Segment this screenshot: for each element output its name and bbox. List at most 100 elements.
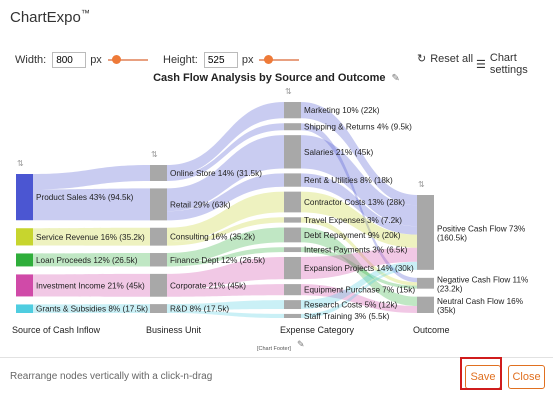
node-te[interactable] [284, 217, 301, 223]
link-mk-pos [301, 102, 417, 206]
node-label-ep: Expansion Projects 14% (30k) [304, 264, 414, 273]
node-ip[interactable] [284, 247, 301, 253]
link-os-mk [167, 102, 284, 177]
node-label-dr: Debt Repayment 9% (20k) [304, 231, 401, 240]
footer-divider [0, 357, 553, 358]
height-control: Height: px [163, 52, 300, 68]
link-ps-os [33, 165, 150, 190]
node-eq[interactable] [284, 284, 301, 296]
height-label: Height: [163, 54, 198, 66]
chart-settings-button[interactable]: ☰ Chart settings [476, 52, 553, 76]
settings-sliders-icon: ☰ [476, 58, 486, 71]
link-fd-ip [167, 247, 284, 267]
height-unit: px [241, 54, 254, 66]
node-cs[interactable] [150, 227, 167, 246]
width-label: Width: [15, 54, 47, 66]
height-input[interactable] [203, 52, 238, 68]
node-label-neu: Neutral Cash Flow 16% (35k) [437, 297, 523, 315]
node-label-sa: Salaries 21% (45k) [304, 148, 373, 157]
width-input[interactable] [52, 52, 87, 68]
node-label-sh: Shipping & Returns 4% (9.5k) [304, 123, 412, 132]
link-ep-pos [301, 247, 417, 280]
link-st-pos [301, 267, 417, 318]
height-slider[interactable] [259, 55, 300, 65]
close-button[interactable]: Close [508, 365, 545, 389]
node-lp[interactable] [16, 253, 33, 267]
node-label-ip: Interest Payments 3% (6.5k) [304, 246, 408, 255]
node-st[interactable] [284, 313, 301, 318]
node-ps[interactable] [16, 174, 33, 221]
link-lp-fd [33, 253, 150, 267]
link-rd-st [167, 310, 284, 318]
width-slider[interactable] [107, 55, 148, 65]
node-label-st: Staff Training 3% (5.5k) [304, 312, 390, 321]
node-rt[interactable] [150, 188, 167, 221]
link-sr-cs [33, 227, 150, 246]
link-cs-cc [167, 191, 284, 242]
link-eq-neu [301, 284, 417, 313]
link-cp-eq [167, 284, 284, 297]
link-rd-rc [167, 300, 284, 311]
link-rt-ru [167, 173, 284, 221]
node-label-sr: Service Revenue 16% (35.2k) [36, 233, 145, 242]
column-label-3: Outcome [413, 325, 450, 335]
chart-settings-label: Chart settings [489, 52, 528, 76]
column-reorder-icon[interactable]: ⇅ [17, 159, 24, 168]
node-label-mk: Marketing 10% (22k) [304, 106, 380, 115]
node-dr[interactable] [284, 227, 301, 243]
app-title-text: ChartExpo [10, 9, 81, 26]
node-sr[interactable] [16, 228, 33, 246]
save-button[interactable]: Save [465, 365, 501, 389]
footer-edit-pencil-icon[interactable]: ✎ [297, 339, 305, 349]
trademark-mark: ™ [80, 8, 90, 18]
node-fd[interactable] [150, 253, 167, 267]
node-sa[interactable] [284, 135, 301, 169]
node-label-te: Travel Expenses 3% (7.2k) [304, 216, 402, 225]
chart-title: Cash Flow Analysis by Source and Outcome… [0, 72, 553, 84]
node-label-eq: Equipment Purchase 7% (15k) [304, 286, 415, 295]
height-slider-track [259, 59, 300, 61]
node-rd[interactable] [150, 304, 167, 313]
link-os-sh [167, 123, 284, 181]
column-label-1: Business Unit [146, 325, 202, 335]
node-gs[interactable] [16, 304, 33, 313]
column-reorder-icon[interactable]: ⇅ [285, 87, 292, 96]
link-te-neg [301, 217, 417, 286]
node-neu[interactable] [417, 296, 434, 313]
node-rc[interactable] [284, 300, 301, 310]
width-slider-track [107, 59, 148, 61]
reset-icon: ↻ [417, 53, 427, 65]
node-label-rd: R&D 8% (17.5k) [170, 305, 229, 314]
node-cp[interactable] [150, 273, 167, 297]
node-cc[interactable] [284, 191, 301, 213]
chart-footer-note[interactable]: [Chart Footer] [257, 346, 291, 352]
node-neg[interactable] [417, 277, 434, 289]
link-rc-pos [301, 261, 417, 310]
node-ru[interactable] [284, 173, 301, 187]
width-slider-knob[interactable] [112, 55, 122, 64]
node-label-lp: Loan Proceeds 12% (26.5k) [36, 256, 138, 265]
link-rt-sa [167, 135, 284, 212]
reset-all-label: Reset all [430, 52, 474, 65]
link-dr-neu [301, 227, 417, 307]
width-unit: px [90, 54, 102, 66]
height-slider-knob[interactable] [264, 55, 274, 64]
link-ru-pos [301, 173, 417, 235]
node-pos[interactable] [417, 195, 434, 270]
node-label-cp: Corporate 21% (45k) [170, 281, 246, 290]
node-ii[interactable] [16, 274, 33, 297]
link-sh-neg [301, 123, 417, 283]
node-ep[interactable] [284, 256, 301, 280]
column-reorder-icon[interactable]: ⇅ [418, 180, 425, 189]
node-sh[interactable] [284, 123, 301, 131]
node-label-cc: Contractor Costs 13% (28k) [304, 198, 405, 207]
title-edit-pencil-icon[interactable]: ✎ [391, 73, 400, 84]
save-button-highlight [460, 357, 502, 390]
reset-all-button[interactable]: ↻ Reset all [417, 52, 474, 66]
node-label-os: Online Store 14% (31.5k) [170, 169, 262, 178]
node-label-rc: Research Costs 5% (12k) [304, 301, 398, 310]
node-label-ii: Investment Income 21% (45k) [36, 281, 145, 290]
column-reorder-icon[interactable]: ⇅ [151, 150, 158, 159]
node-os[interactable] [150, 165, 167, 181]
node-mk[interactable] [284, 102, 301, 119]
